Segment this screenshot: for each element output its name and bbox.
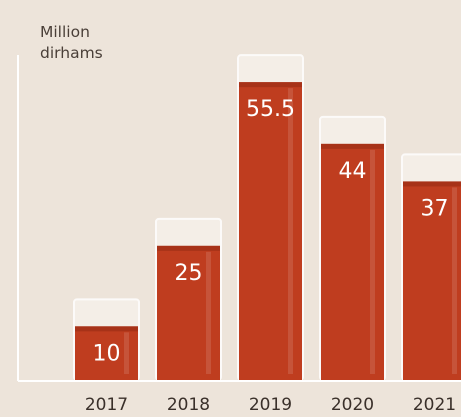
- category-label-2021: 2021: [413, 395, 456, 415]
- value-label-2018: 25: [175, 261, 203, 286]
- value-label-2021: 37: [421, 196, 449, 221]
- category-label-2019: 2019: [249, 395, 292, 415]
- value-label-2017: 10: [93, 341, 121, 366]
- bar-highlight-2018: [206, 251, 211, 374]
- y-axis-unit-label: Million dirhams: [40, 22, 103, 64]
- bar-2020: [321, 143, 384, 380]
- category-label-2017: 2017: [85, 395, 128, 415]
- bar-highlight-2017: [124, 332, 129, 374]
- bar-top-edge-2019: [239, 82, 302, 88]
- bar-top-edge-2020: [321, 143, 384, 149]
- bar-highlight-2021: [452, 187, 457, 374]
- bar-2019: [239, 82, 302, 381]
- value-label-2020: 44: [339, 159, 367, 184]
- bar-top-edge-2017: [75, 326, 138, 332]
- bar-top-edge-2018: [157, 245, 220, 251]
- category-label-2018: 2018: [167, 395, 210, 415]
- bar-top-edge-2021: [403, 181, 461, 187]
- bar-highlight-2019: [288, 88, 293, 375]
- unit-label-line-1: Million: [40, 23, 90, 41]
- value-label-2019: 55.5: [246, 97, 295, 122]
- bar-2021: [403, 181, 461, 380]
- category-label-2020: 2020: [331, 395, 374, 415]
- bar-2017: [75, 326, 138, 380]
- bar-2018: [157, 245, 220, 380]
- bar-highlight-2020: [370, 149, 375, 374]
- unit-label-line-2: dirhams: [40, 44, 103, 62]
